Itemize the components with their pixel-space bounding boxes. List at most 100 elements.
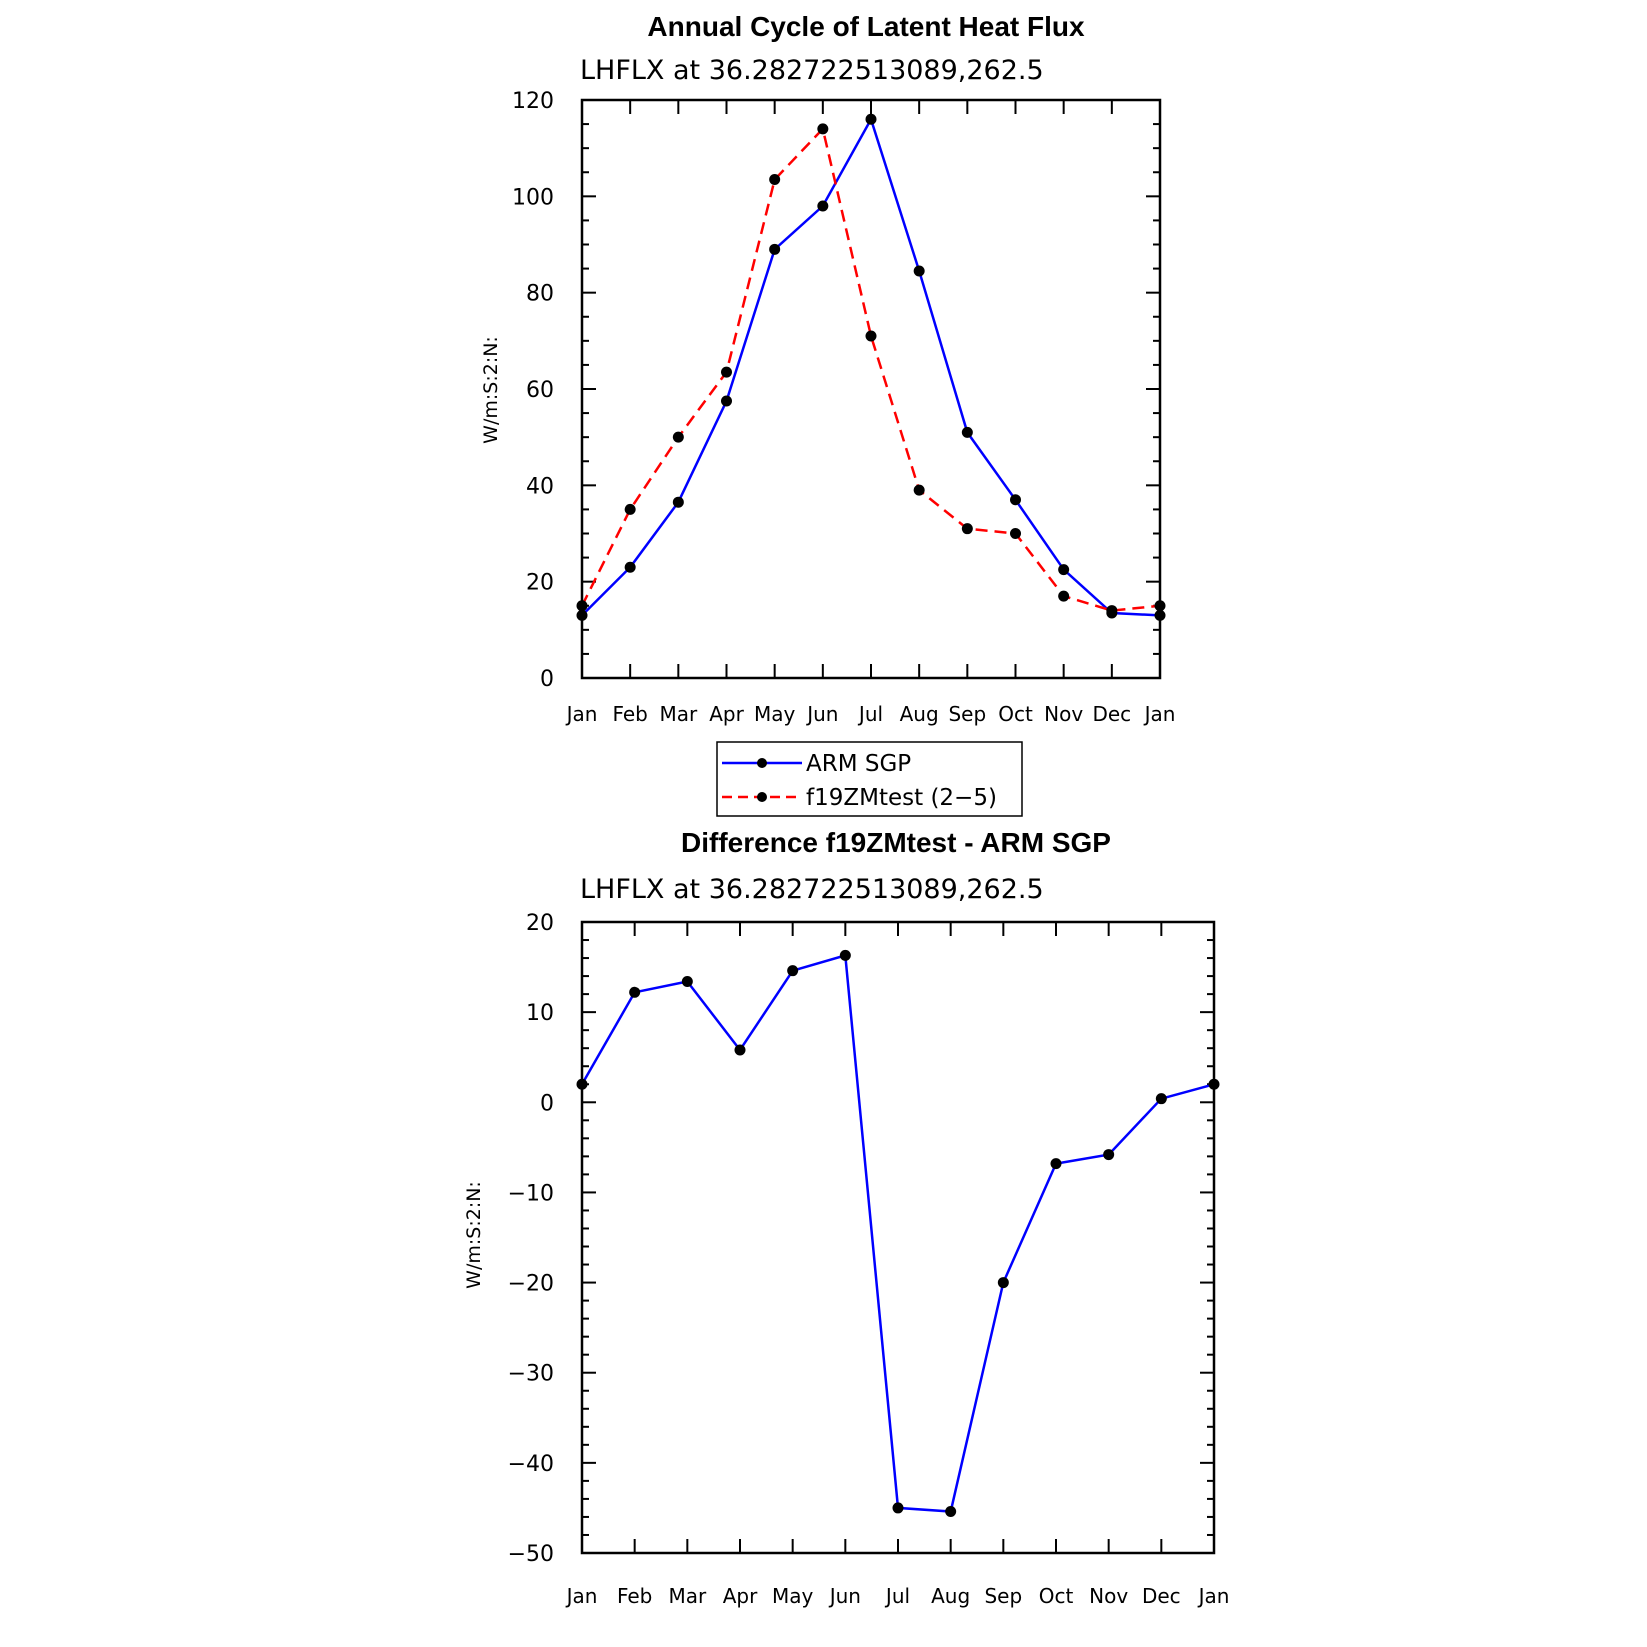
chart1-ytick-label: 80 [526,282,554,307]
chart-difference: Difference f19ZMtest - ARM SGP LHFLX at … [463,827,1229,1608]
legend-label-f19zmtest: f19ZMtest (2−5) [806,785,997,811]
chart2-xtick-label: Apr [723,1584,758,1608]
chart1-series-layer [576,113,1166,621]
chart2-point-difference [1103,1149,1115,1161]
chart1-point-arm-sgp [721,395,732,407]
chart1-point-f19zmtest-2-5 [672,431,684,443]
chart2-subtitle: LHFLX at 36.282722513089,262.5 [580,874,1044,905]
chart1-axes: Jan Feb Mar Apr May Jun Jul Aug Sep Oct Nov Dec Jan 0… [512,89,1175,726]
chart2-point-difference [629,986,641,998]
chart2-axes: Jan Feb Mar Apr May Jun Jul Aug Sep Oct Nov Dec Jan−… [508,911,1230,1608]
chart2-point-difference [997,1277,1009,1289]
chart2-point-difference [681,975,693,987]
chart1-title: Annual Cycle of Latent Heat Flux [647,11,1085,42]
chart2-ytick-label: −50 [508,1542,554,1567]
chart2-point-difference [1050,1158,1062,1170]
chart2-ytick-label: −40 [508,1452,554,1477]
chart1-plot-frame [580,98,1162,680]
chart1-point-f19zmtest-2-5 [865,330,877,342]
chart1-xtick-label: Apr [709,702,744,726]
chart2-xtick-label: Jan [565,1584,598,1608]
chart2-series-layer [576,949,1220,1518]
chart1-point-f19zmtest-2-5 [1154,600,1166,612]
chart1-point-f19zmtest-2-5 [1106,605,1118,617]
chart1-point-f19zmtest-2-5 [769,173,781,185]
chart1-ytick-label: 120 [512,89,554,114]
chart1-ytick-label: 60 [526,378,554,403]
chart1-point-arm-sgp [913,265,925,277]
chart1-point-arm-sgp [865,113,877,125]
chart1-legend: ARM SGP f19ZMtest (2−5) [716,741,1023,817]
chart1-point-arm-sgp [1058,564,1070,576]
chart2-point-difference [839,949,851,961]
chart-annual-cycle: Annual Cycle of Latent Heat Flux LHFLX a… [480,11,1175,726]
chart2-xtick-label: May [772,1584,814,1608]
chart1-point-f19zmtest-2-5 [721,366,732,378]
chart2-ylabel: W/m:S:2:N: [463,1181,485,1289]
chart1-ytick-label: 0 [540,667,554,692]
chart1-point-arm-sgp [1010,494,1021,506]
chart2-point-difference [892,1502,904,1514]
chart1-series-line-arm-sgp [581,116,1161,617]
chart2-ytick-label: 10 [526,1001,554,1026]
chart2-point-difference [1208,1078,1220,1090]
chart1-series-line-f19zmtest-2-5 [580,126,1161,612]
chart1-point-arm-sgp [1154,609,1166,621]
chart1-xtick-label: Nov [1044,702,1083,726]
chart1-point-f19zmtest-2-5 [913,484,925,496]
chart1-ytick-label: 20 [526,571,554,596]
chart1-point-f19zmtest-2-5 [624,503,636,515]
legend-marker-arm-sgp [757,758,767,768]
chart2-ytick-label: −10 [508,1181,554,1206]
chart1-xtick-label: Aug [900,702,939,726]
chart1-xtick-label: Feb [612,702,647,726]
chart1-point-arm-sgp [576,609,588,621]
chart2-plot-frame [580,920,1216,1555]
chart1-xtick-label: Sep [948,702,986,726]
chart1-subtitle: LHFLX at 36.282722513089,262.5 [580,55,1044,86]
chart1-point-arm-sgp [817,200,829,212]
chart2-xtick-label: Oct [1039,1584,1074,1608]
chart2-point-difference [787,965,799,977]
chart2-ytick-label: −20 [508,1272,554,1297]
chart1-xtick-label: May [754,702,796,726]
chart2-xtick-label: Sep [984,1584,1022,1608]
chart2-ytick-label: −30 [508,1362,554,1387]
legend-label-arm-sgp: ARM SGP [806,751,911,777]
chart2-xtick-label: Jan [1197,1584,1230,1608]
chart1-point-f19zmtest-2-5 [961,523,973,535]
chart1-point-arm-sgp [769,243,781,255]
legend-box [716,741,1023,817]
chart1-ylabel: W/m:S:2:N: [480,336,502,444]
chart2-ytick-label: 20 [526,911,554,936]
chart2-xtick-label: Feb [617,1584,652,1608]
chart1-point-arm-sgp [624,561,636,573]
chart1-point-arm-sgp [961,426,973,438]
chart1-point-f19zmtest-2-5 [576,600,588,612]
chart1-xtick-label: Dec [1092,702,1131,726]
chart2-title: Difference f19ZMtest - ARM SGP [681,827,1111,858]
chart1-xtick-label: Jul [857,702,883,726]
chart2-point-difference [734,1044,746,1056]
chart2-point-difference [576,1078,588,1090]
chart1-point-f19zmtest-2-5 [1058,590,1070,602]
chart1-xtick-label: Mar [659,702,698,726]
chart2-xtick-label: Dec [1142,1584,1181,1608]
chart1-ytick-label: 100 [512,185,554,210]
chart2-xtick-label: Nov [1089,1584,1128,1608]
chart2-series-line-difference [580,953,1215,1513]
legend-marker-f19zmtest [757,792,767,802]
chart2-xtick-label: Jun [828,1584,861,1608]
chart2-point-difference [945,1506,957,1518]
chart2-point-difference [1155,1093,1167,1105]
chart2-xtick-label: Jul [884,1584,910,1608]
chart1-xtick-label: Jan [565,702,598,726]
chart1-xtick-label: Jan [1143,702,1176,726]
chart1-xtick-label: Oct [998,702,1033,726]
chart2-xtick-label: Mar [668,1584,707,1608]
chart1-ytick-label: 40 [526,474,554,499]
chart1-point-f19zmtest-2-5 [1010,528,1021,539]
chart2-ytick-label: 0 [540,1091,554,1116]
chart2-xtick-label: Aug [931,1584,970,1608]
